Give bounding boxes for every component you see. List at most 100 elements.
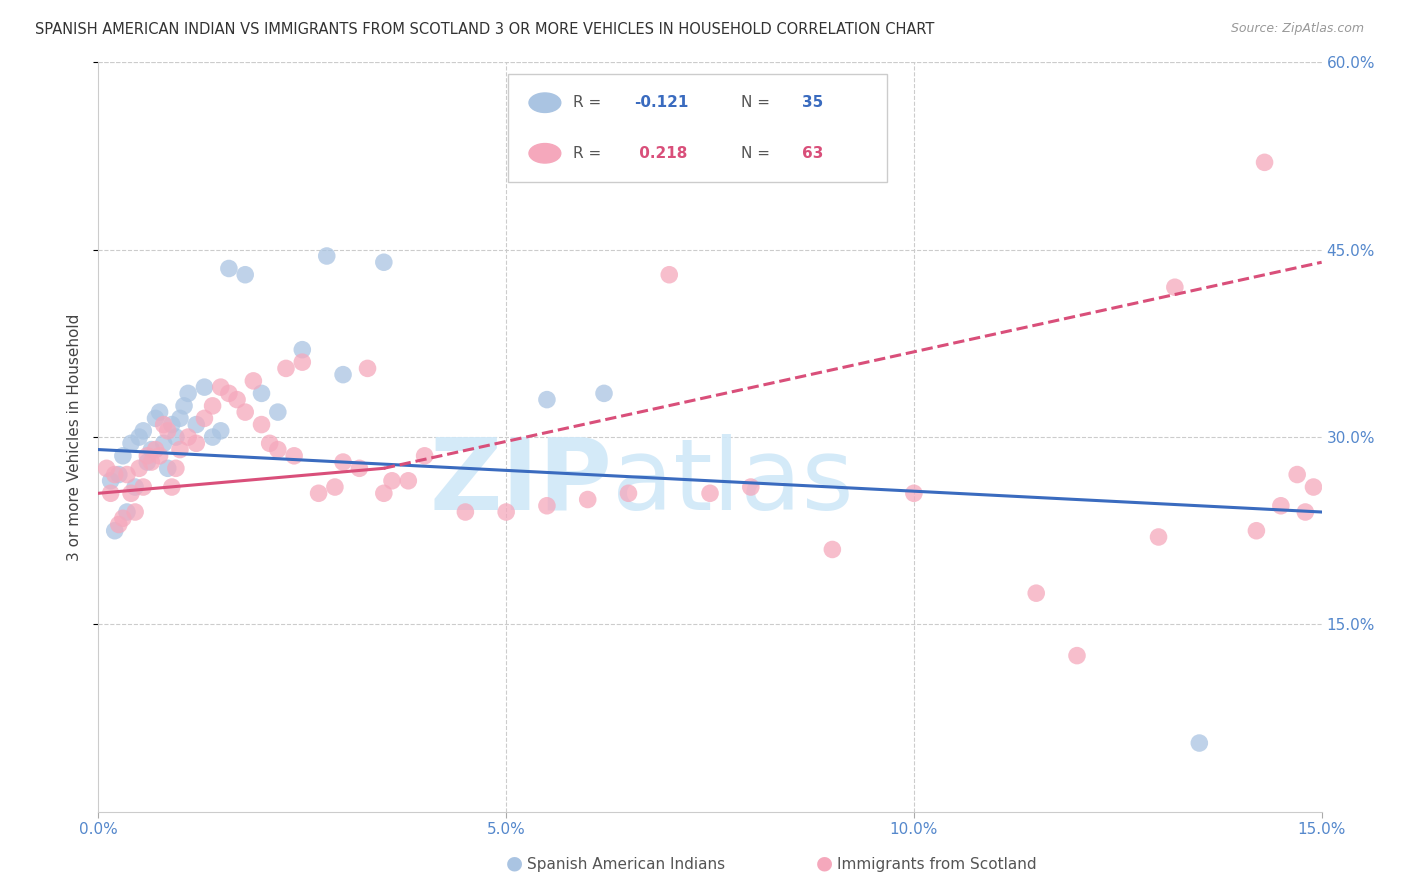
Point	[323, 480, 346, 494]
Circle shape	[529, 93, 561, 112]
Point	[267, 405, 290, 419]
Point	[152, 436, 174, 450]
Point	[186, 417, 208, 432]
Point	[120, 486, 142, 500]
Point	[1286, 467, 1309, 482]
Point	[291, 343, 314, 357]
Text: atlas: atlas	[612, 434, 853, 531]
Point	[413, 449, 436, 463]
Point	[141, 442, 163, 457]
Point	[165, 430, 187, 444]
Text: N =: N =	[741, 95, 775, 111]
Point	[536, 499, 558, 513]
Point	[250, 417, 273, 432]
Point	[96, 461, 118, 475]
Point	[156, 424, 179, 438]
Point	[201, 430, 224, 444]
Point	[128, 430, 150, 444]
Point	[332, 368, 354, 382]
Text: R =: R =	[574, 95, 606, 111]
Point	[1270, 499, 1292, 513]
Point	[349, 461, 371, 475]
Point	[903, 486, 925, 500]
Point	[396, 474, 419, 488]
Point	[169, 442, 191, 457]
Point	[115, 467, 138, 482]
Point	[233, 405, 256, 419]
Point	[128, 461, 150, 475]
Point	[193, 411, 215, 425]
Point	[1066, 648, 1088, 663]
Point	[1246, 524, 1268, 538]
Point	[267, 442, 290, 457]
Point	[250, 386, 273, 401]
FancyBboxPatch shape	[508, 74, 887, 182]
Point	[124, 480, 146, 494]
Point	[111, 449, 134, 463]
Point	[124, 505, 146, 519]
Point	[136, 449, 159, 463]
Point	[617, 486, 640, 500]
Text: -0.121: -0.121	[634, 95, 689, 111]
Text: SPANISH AMERICAN INDIAN VS IMMIGRANTS FROM SCOTLAND 3 OR MORE VEHICLES IN HOUSEH: SPANISH AMERICAN INDIAN VS IMMIGRANTS FR…	[35, 22, 935, 37]
Point	[1253, 155, 1275, 169]
Point	[169, 411, 191, 425]
Point	[132, 480, 155, 494]
Point	[740, 480, 762, 494]
Point	[100, 486, 122, 500]
Point	[226, 392, 249, 407]
Point	[1188, 736, 1211, 750]
Point	[209, 380, 232, 394]
Point	[218, 261, 240, 276]
Point	[132, 424, 155, 438]
Point	[233, 268, 256, 282]
Point	[1302, 480, 1324, 494]
Point	[658, 268, 681, 282]
Point	[186, 436, 208, 450]
Point	[576, 492, 599, 507]
Point	[141, 455, 163, 469]
Point	[821, 542, 844, 557]
Text: ●: ●	[815, 854, 832, 872]
Circle shape	[529, 144, 561, 163]
Point	[100, 474, 122, 488]
Point	[454, 505, 477, 519]
Point	[356, 361, 378, 376]
Point	[104, 524, 127, 538]
Point	[315, 249, 337, 263]
Point	[495, 505, 517, 519]
Point	[145, 411, 167, 425]
Text: N =: N =	[741, 145, 775, 161]
Text: ●: ●	[506, 854, 523, 872]
Point	[283, 449, 305, 463]
Point	[308, 486, 330, 500]
Point	[108, 517, 131, 532]
Point	[152, 417, 174, 432]
Point	[593, 386, 616, 401]
Point	[209, 424, 232, 438]
Point	[193, 380, 215, 394]
Point	[1294, 505, 1316, 519]
Point	[218, 386, 240, 401]
Point	[120, 436, 142, 450]
Point	[160, 417, 183, 432]
Point	[259, 436, 281, 450]
Point	[373, 486, 395, 500]
Text: Immigrants from Scotland: Immigrants from Scotland	[837, 857, 1036, 872]
Point	[160, 480, 183, 494]
Point	[332, 455, 354, 469]
Point	[173, 399, 195, 413]
Point	[108, 467, 131, 482]
Y-axis label: 3 or more Vehicles in Household: 3 or more Vehicles in Household	[67, 313, 83, 561]
Point	[1025, 586, 1047, 600]
Point	[201, 399, 224, 413]
Point	[291, 355, 314, 369]
Text: 0.218: 0.218	[634, 145, 688, 161]
Point	[115, 505, 138, 519]
Text: ZIP: ZIP	[429, 434, 612, 531]
Point	[104, 467, 127, 482]
Point	[156, 461, 179, 475]
Point	[381, 474, 404, 488]
Text: 35: 35	[801, 95, 823, 111]
Point	[1147, 530, 1170, 544]
